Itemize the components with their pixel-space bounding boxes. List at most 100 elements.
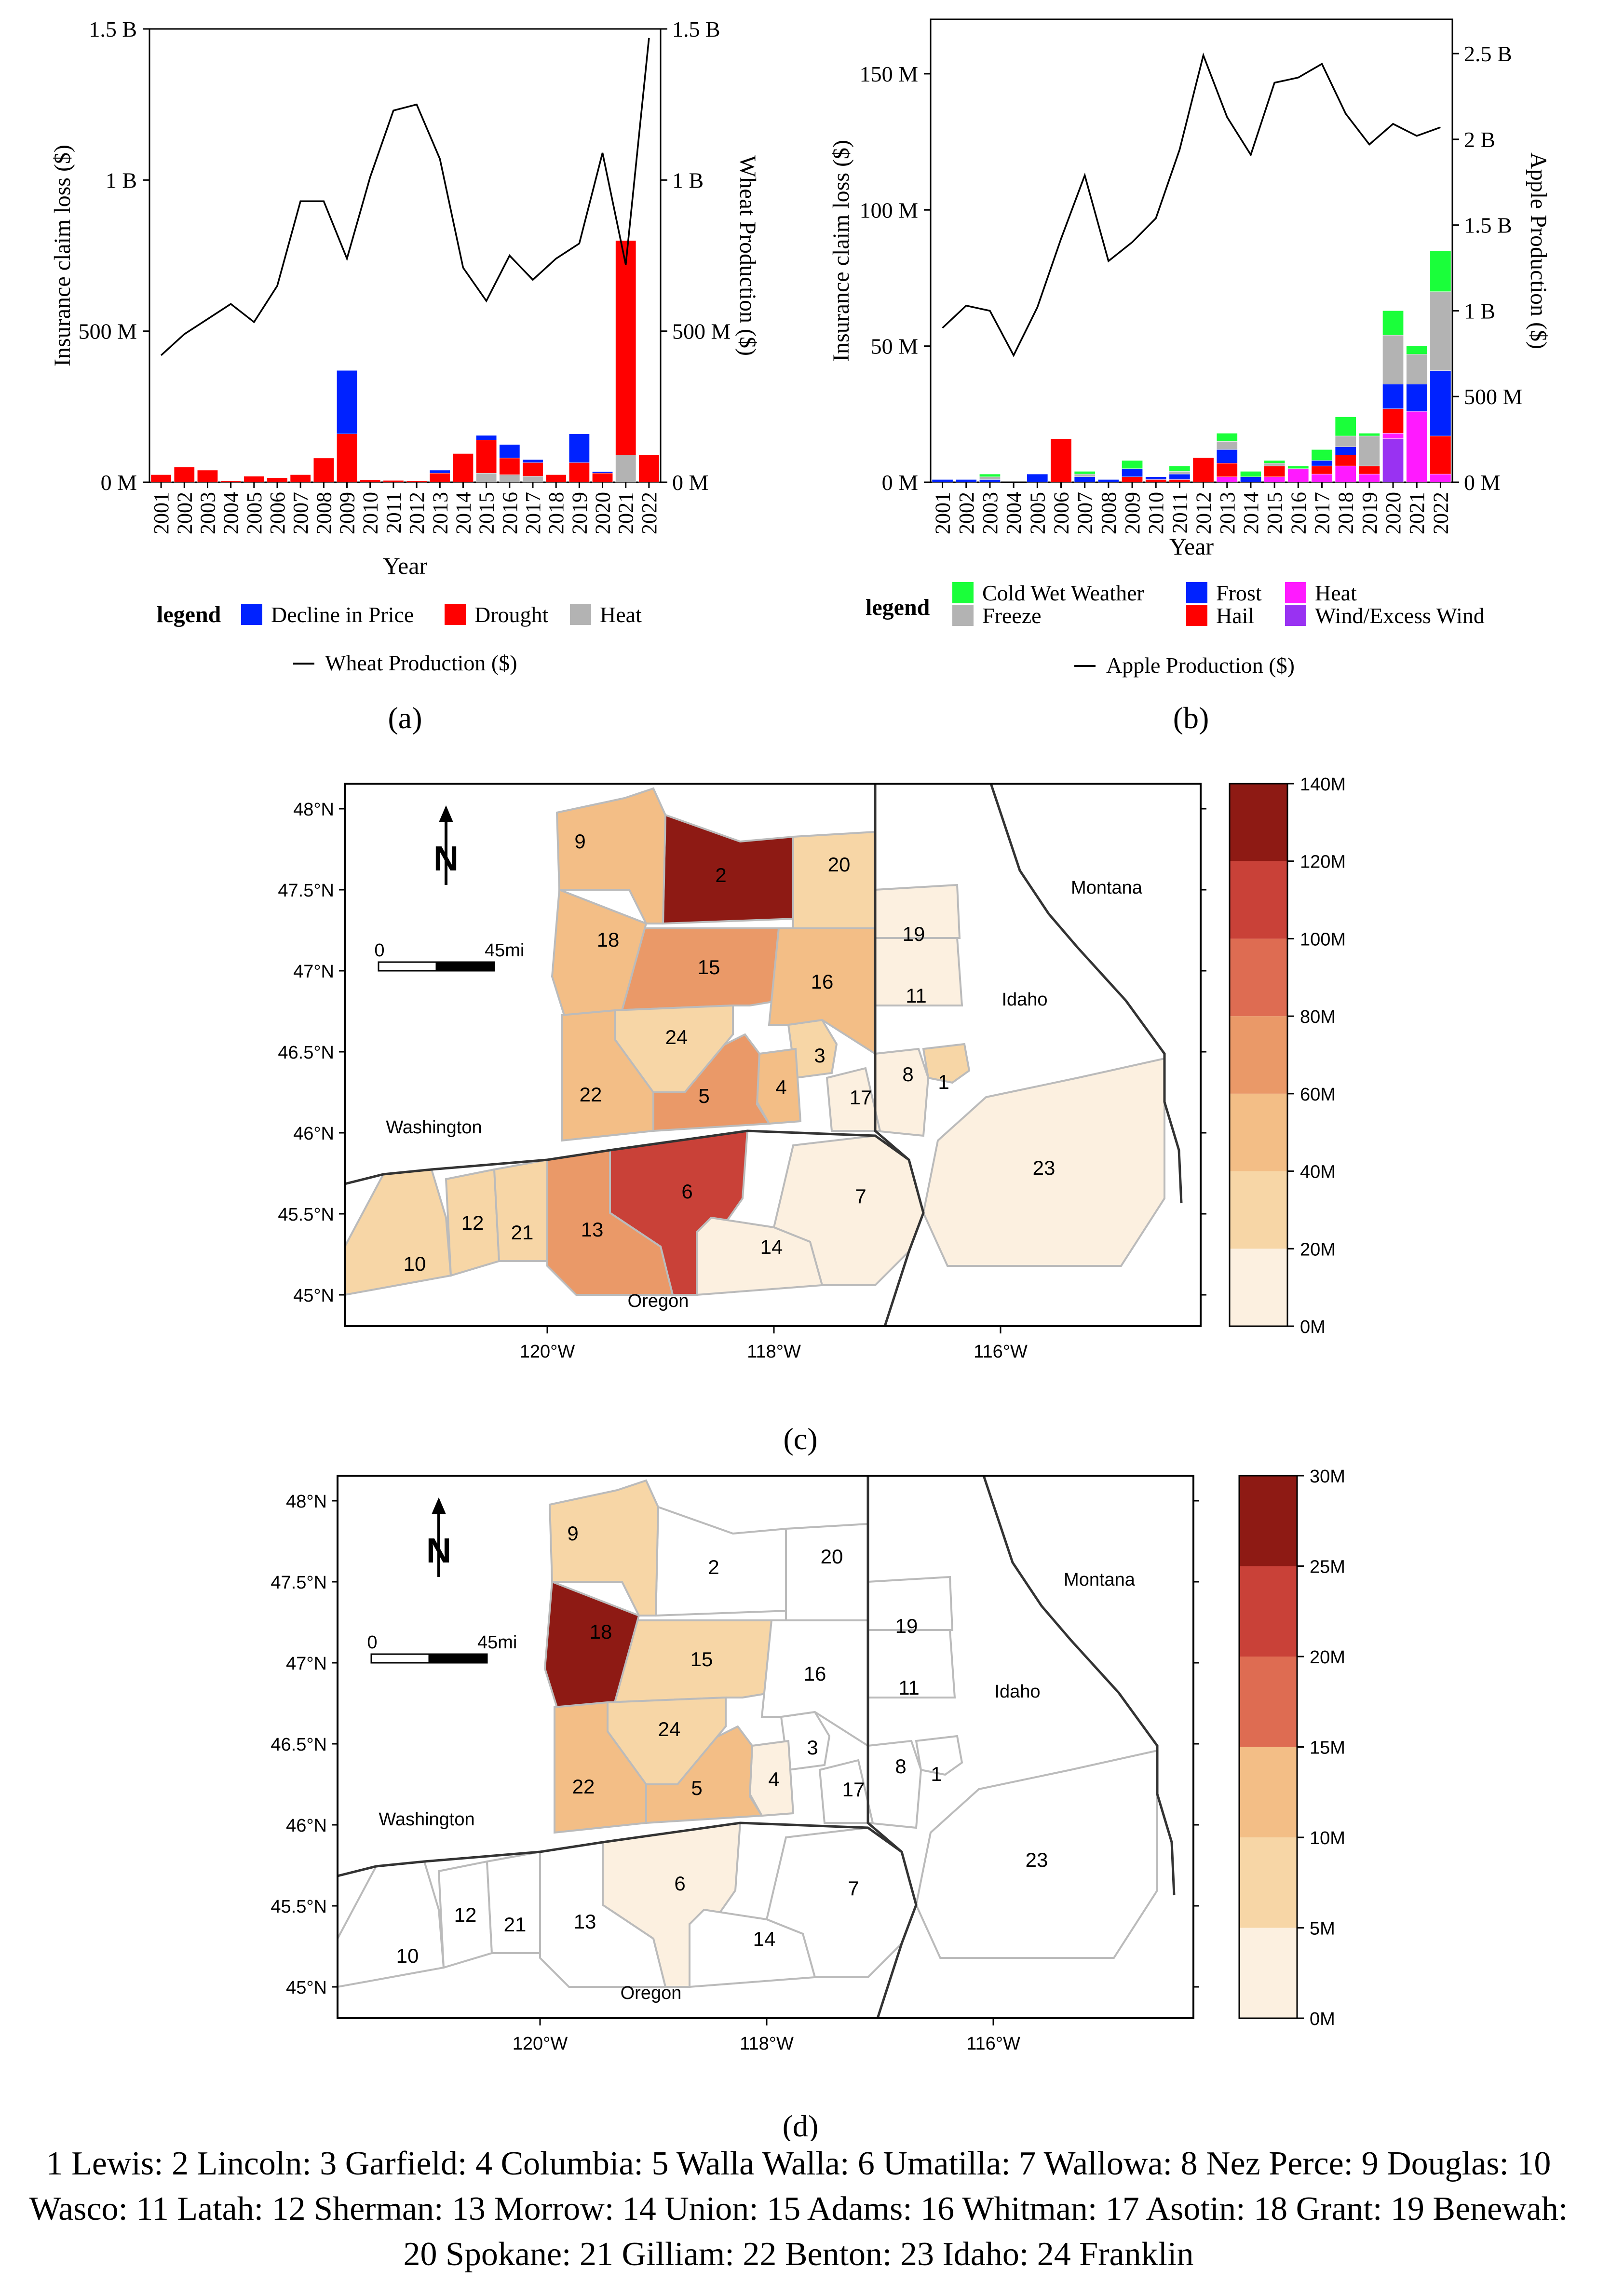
bar-frost-2010 bbox=[1145, 476, 1167, 480]
county-label-4: 4 bbox=[768, 1768, 779, 1791]
bar-decline-in-price-2013 bbox=[429, 470, 450, 474]
bar-freeze-2011 bbox=[1169, 471, 1191, 475]
county-label-1: 1 bbox=[938, 1071, 949, 1093]
x-tick-label-2018: 2018 bbox=[1334, 492, 1358, 534]
caption-line-3: 20 Spokane: 21 Gilliam: 22 Benton: 23 Id… bbox=[403, 2236, 1194, 2273]
county-label-22: 22 bbox=[572, 1775, 595, 1798]
y-axis-title: Insurance claim loss ($) bbox=[50, 145, 75, 367]
bar-cold-wet-weather-2003 bbox=[979, 474, 1001, 477]
county-label-20: 20 bbox=[821, 1545, 843, 1568]
county-label-8: 8 bbox=[902, 1063, 913, 1086]
plot-frame bbox=[930, 18, 1453, 483]
label-oregon: Oregon bbox=[628, 1291, 689, 1311]
north-arrow-n: N bbox=[426, 1532, 451, 1570]
bar-cold-wet-weather-2019 bbox=[1358, 433, 1380, 436]
bar-frost-2005 bbox=[1027, 474, 1048, 483]
y2-tick-label: 0 M bbox=[672, 470, 708, 495]
lat-label: 47°N bbox=[286, 1654, 327, 1674]
county-label-10: 10 bbox=[396, 1944, 419, 1967]
bar-drought-2015 bbox=[476, 439, 497, 474]
x-tick-label-2007: 2007 bbox=[1073, 492, 1097, 534]
label-montana: Montana bbox=[1064, 1570, 1136, 1590]
lat-label: 46°N bbox=[293, 1124, 334, 1144]
scale-distance: 45mi bbox=[477, 1632, 517, 1653]
bar-frost-2008 bbox=[1097, 479, 1119, 483]
county-label-17: 17 bbox=[842, 1778, 865, 1801]
county-label-21: 21 bbox=[504, 1913, 527, 1936]
legend-swatch-frost bbox=[1186, 582, 1207, 603]
x-tick-label-2009: 2009 bbox=[1121, 492, 1144, 534]
county-8 bbox=[867, 1739, 922, 1829]
bar-heat-2016 bbox=[499, 475, 520, 483]
caption-line-2: Wasco: 11 Latah: 12 Sherman: 13 Morrow: … bbox=[29, 2190, 1568, 2228]
x-tick-label-2022: 2022 bbox=[1429, 492, 1452, 534]
x-tick-label-2004: 2004 bbox=[1002, 492, 1026, 534]
map-frame bbox=[344, 783, 1202, 1327]
bar-drought-2019 bbox=[568, 462, 590, 483]
bar-drought-2018 bbox=[545, 475, 567, 483]
y-tick-label: 50 M bbox=[871, 334, 918, 359]
county-14 bbox=[696, 1216, 824, 1296]
county-label-19: 19 bbox=[895, 1615, 918, 1637]
bar-freeze-2013 bbox=[1216, 441, 1238, 450]
x-tick-label-2013: 2013 bbox=[428, 492, 452, 534]
lat-label: 47°N bbox=[293, 962, 334, 982]
label-washington: Washington bbox=[386, 1117, 482, 1138]
bar-drought-2010 bbox=[360, 479, 381, 483]
bar-freeze-2018 bbox=[1335, 435, 1356, 447]
scale-zero: 0 bbox=[374, 940, 384, 961]
y2-axis-title: Apple Production ($) bbox=[1526, 152, 1551, 349]
lat-label: 46.5°N bbox=[278, 1043, 334, 1063]
bar-cold-wet-weather-2022 bbox=[1430, 250, 1451, 292]
county-label-2: 2 bbox=[708, 1556, 719, 1578]
x-tick-label-2016: 2016 bbox=[498, 492, 522, 534]
y2-tick-label: 2.5 B bbox=[1464, 41, 1512, 66]
x-tick-label-2014: 2014 bbox=[451, 492, 475, 534]
scale-zero: 0 bbox=[367, 1632, 377, 1653]
bar-hail-2017 bbox=[1311, 465, 1333, 475]
county-17 bbox=[818, 1759, 874, 1824]
county-label-21: 21 bbox=[511, 1221, 534, 1244]
bar-hail-2012 bbox=[1192, 457, 1214, 483]
colorbar-bin-4 bbox=[1230, 938, 1287, 1017]
bar-drought-2002 bbox=[174, 467, 195, 483]
panel-label: (d) bbox=[783, 2109, 819, 2141]
bar-heat-2015 bbox=[476, 473, 497, 483]
legend-swatch-wind-excess-wind bbox=[1285, 605, 1306, 626]
colorbar-bin-3 bbox=[1230, 1016, 1287, 1094]
legend-line-label: Apple Production ($) bbox=[1106, 653, 1295, 678]
legend-line-label: Wheat Production ($) bbox=[325, 651, 517, 675]
label-montana: Montana bbox=[1071, 878, 1143, 898]
x-tick-label-2021: 2021 bbox=[1405, 492, 1429, 534]
x-tick-label-2011: 2011 bbox=[1168, 492, 1191, 533]
map-frame bbox=[337, 1475, 1194, 2019]
bar-frost-2009 bbox=[1122, 468, 1143, 477]
bar-heat-2022 bbox=[1430, 474, 1451, 483]
bar-cold-wet-weather-2020 bbox=[1382, 310, 1404, 336]
bar-decline-in-price-2016 bbox=[499, 444, 520, 459]
north-arrow-head bbox=[439, 805, 453, 822]
y2-tick-label: 500 M bbox=[1464, 384, 1522, 409]
county-label-9: 9 bbox=[567, 1522, 578, 1545]
bar-hail-2015 bbox=[1264, 465, 1286, 477]
lat-label: 46.5°N bbox=[271, 1735, 327, 1755]
bar-drought-2012 bbox=[406, 480, 427, 483]
production-line bbox=[942, 52, 1441, 357]
county-label-22: 22 bbox=[580, 1083, 602, 1106]
county-label-24: 24 bbox=[665, 1026, 688, 1048]
lat-label: 45°N bbox=[286, 1978, 327, 1998]
bar-hail-2018 bbox=[1335, 455, 1356, 466]
lon-label: 116°W bbox=[966, 2034, 1020, 2054]
county-label-18: 18 bbox=[590, 1620, 612, 1643]
county-13 bbox=[546, 1149, 674, 1296]
bar-heat-2019 bbox=[1358, 474, 1380, 483]
colorbar-bin-1 bbox=[1239, 1837, 1297, 1928]
legend-title: legend bbox=[157, 602, 221, 627]
bar-hail-2009 bbox=[1122, 476, 1143, 483]
bar-frost-2020 bbox=[1382, 384, 1404, 409]
bar-heat-2015 bbox=[1264, 476, 1286, 483]
county-label-8: 8 bbox=[895, 1755, 906, 1778]
county-20 bbox=[792, 830, 876, 929]
bar-hail-2010 bbox=[1145, 479, 1167, 483]
